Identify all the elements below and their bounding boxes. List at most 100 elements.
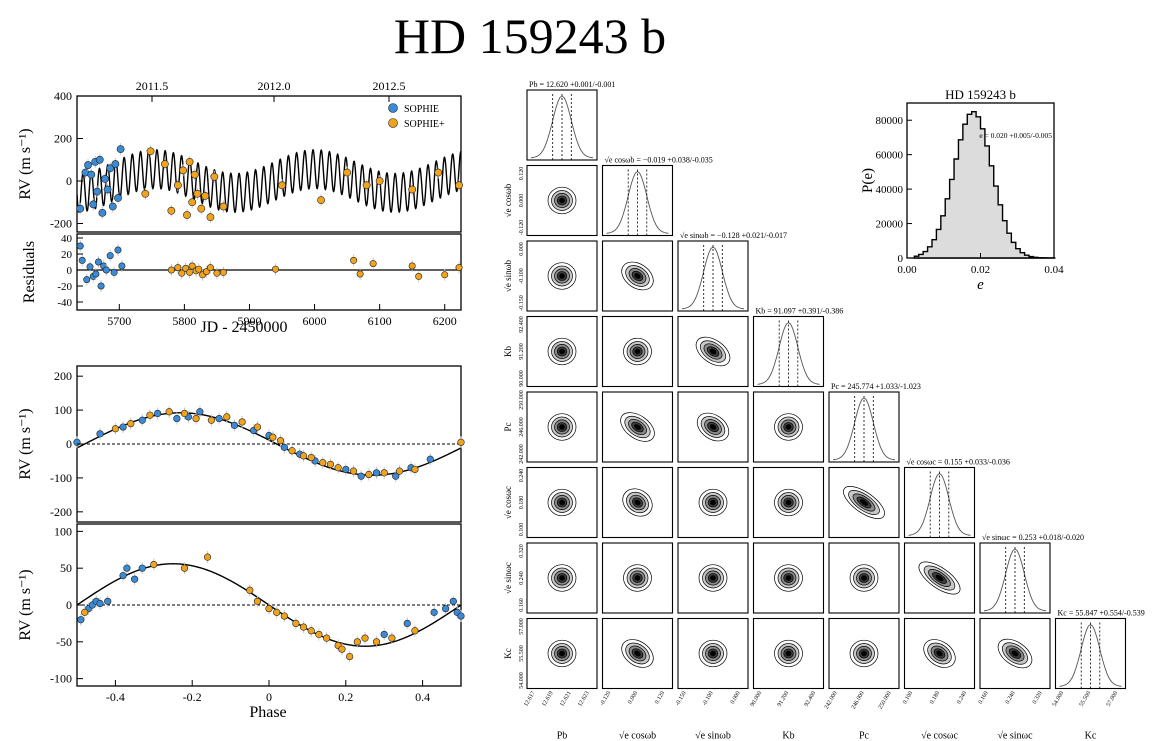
- corner-tick-label: 242.000: [519, 444, 525, 464]
- data-point: [81, 608, 89, 616]
- data-point: [361, 634, 369, 642]
- contour-frame: [526, 617, 598, 690]
- corner-tick-label: 0.000: [627, 691, 639, 706]
- data-point: [299, 623, 308, 631]
- y-tick-label: 400: [54, 89, 72, 103]
- y-tick-label: 0: [66, 598, 72, 612]
- contour-level: [559, 650, 565, 657]
- data-point: [223, 413, 231, 421]
- data-point: [350, 256, 358, 264]
- corner-tick-label: 12.623: [577, 691, 590, 708]
- corner-axis-label: √e sinωc: [997, 731, 1033, 741]
- data-point: [273, 608, 281, 616]
- data-point: [97, 282, 105, 290]
- marginal-frame: [1054, 617, 1127, 690]
- x-tick-label: 6200: [433, 314, 457, 328]
- legend-marker: [388, 118, 398, 128]
- data-point: [455, 181, 463, 190]
- plot-frame: [76, 95, 462, 233]
- corner-tick-label: 0.160: [519, 598, 525, 612]
- contour-level: [559, 424, 565, 430]
- corner-tick-label: 91.200: [777, 691, 790, 708]
- parameter-summary: Kc = 55.847 +0.554/-0.539: [1058, 609, 1145, 618]
- data-point: [426, 455, 434, 463]
- corner-tick-label: 0.240: [519, 469, 525, 483]
- contour-level: [935, 574, 944, 582]
- x-axis-label: JD - 2450000: [200, 319, 287, 336]
- data-point: [280, 443, 288, 451]
- histogram-title: HD 159243 b: [945, 87, 1016, 102]
- data-point: [372, 638, 381, 646]
- data-point: [411, 627, 419, 635]
- legend-entry: SOPHIE+: [404, 119, 445, 130]
- x-tick-label: 0.02: [971, 264, 990, 276]
- data-point: [104, 597, 112, 605]
- data-point: [356, 270, 364, 278]
- x-tick-label: 0.04: [1044, 264, 1064, 276]
- data-point: [457, 438, 465, 446]
- x-tick-label: -0.4: [106, 690, 125, 704]
- parameter-summary: Pc = 245.774 +1.033/-1.023: [831, 382, 921, 391]
- corner-tick-label: 0.240: [1005, 691, 1017, 706]
- data-point: [280, 612, 288, 620]
- data-point: [365, 470, 373, 479]
- data-point: [95, 155, 104, 164]
- parameter-summary: Pb = 12.620 +0.001/-0.001: [529, 80, 615, 89]
- data-point: [392, 472, 400, 480]
- corner-plot: Pb = 12.620 +0.001/-0.001 √e cosωb = −0.0…: [503, 80, 1145, 741]
- data-point: [116, 145, 125, 154]
- y-tick-label: 40000: [876, 184, 904, 196]
- corner-tick-label: -0.120: [599, 691, 612, 707]
- data-point: [395, 467, 404, 475]
- data-point: [193, 189, 202, 198]
- x-tick-label: 0.2: [338, 690, 353, 704]
- phase-b-panel: -200 -100 0 100 200 RV (m s⁻¹): [17, 365, 465, 523]
- marginal-frame: [903, 466, 976, 539]
- data-point: [77, 616, 85, 624]
- data-point: [317, 196, 325, 205]
- data-point: [323, 634, 331, 642]
- marginal-frame: [526, 89, 598, 161]
- x-tick-label: 5800: [172, 314, 196, 328]
- data-point: [106, 164, 115, 173]
- corner-axis-label: √e sinωc: [503, 562, 513, 594]
- data-point: [353, 638, 361, 646]
- y-tick-label: -50: [56, 635, 72, 649]
- corner-tick-label: 12.617: [523, 691, 536, 708]
- corner-tick-label: -0.100: [519, 268, 525, 284]
- data-point: [101, 174, 109, 183]
- contour-level: [861, 650, 867, 657]
- corner-tick-label: 0.100: [902, 691, 914, 706]
- corner-tick-label: 55.500: [1079, 691, 1092, 708]
- corner-axis-label: √e sinωb: [503, 259, 513, 292]
- data-point: [150, 560, 158, 569]
- data-point: [315, 630, 323, 639]
- contour-frame: [601, 240, 674, 312]
- corner-axis-label: √e cosωc: [921, 731, 958, 741]
- data-point: [123, 564, 131, 572]
- data-point: [219, 202, 228, 211]
- data-point: [146, 147, 155, 156]
- contour-level: [634, 650, 641, 657]
- contour-level: [559, 499, 565, 506]
- data-point: [165, 408, 173, 416]
- corner-tick-label: 250.000: [519, 390, 525, 410]
- contour-frame: [526, 391, 598, 463]
- data-point: [203, 553, 212, 561]
- data-point: [197, 204, 206, 213]
- data-point: [190, 170, 199, 179]
- corner-tick-label: 54.000: [1052, 691, 1065, 708]
- y-tick-label: 0: [66, 437, 72, 451]
- y-tick-label: -100: [50, 672, 72, 686]
- data-point: [408, 185, 417, 194]
- data-point: [319, 459, 327, 467]
- legend-marker: [388, 103, 398, 113]
- data-point: [86, 263, 94, 271]
- corner-tick-label: 0.100: [519, 523, 525, 537]
- data-point: [174, 264, 182, 272]
- data-point: [180, 564, 189, 572]
- y-tick-label: 20: [61, 249, 73, 261]
- y-tick-label: 0: [898, 253, 904, 265]
- data-point: [118, 262, 126, 270]
